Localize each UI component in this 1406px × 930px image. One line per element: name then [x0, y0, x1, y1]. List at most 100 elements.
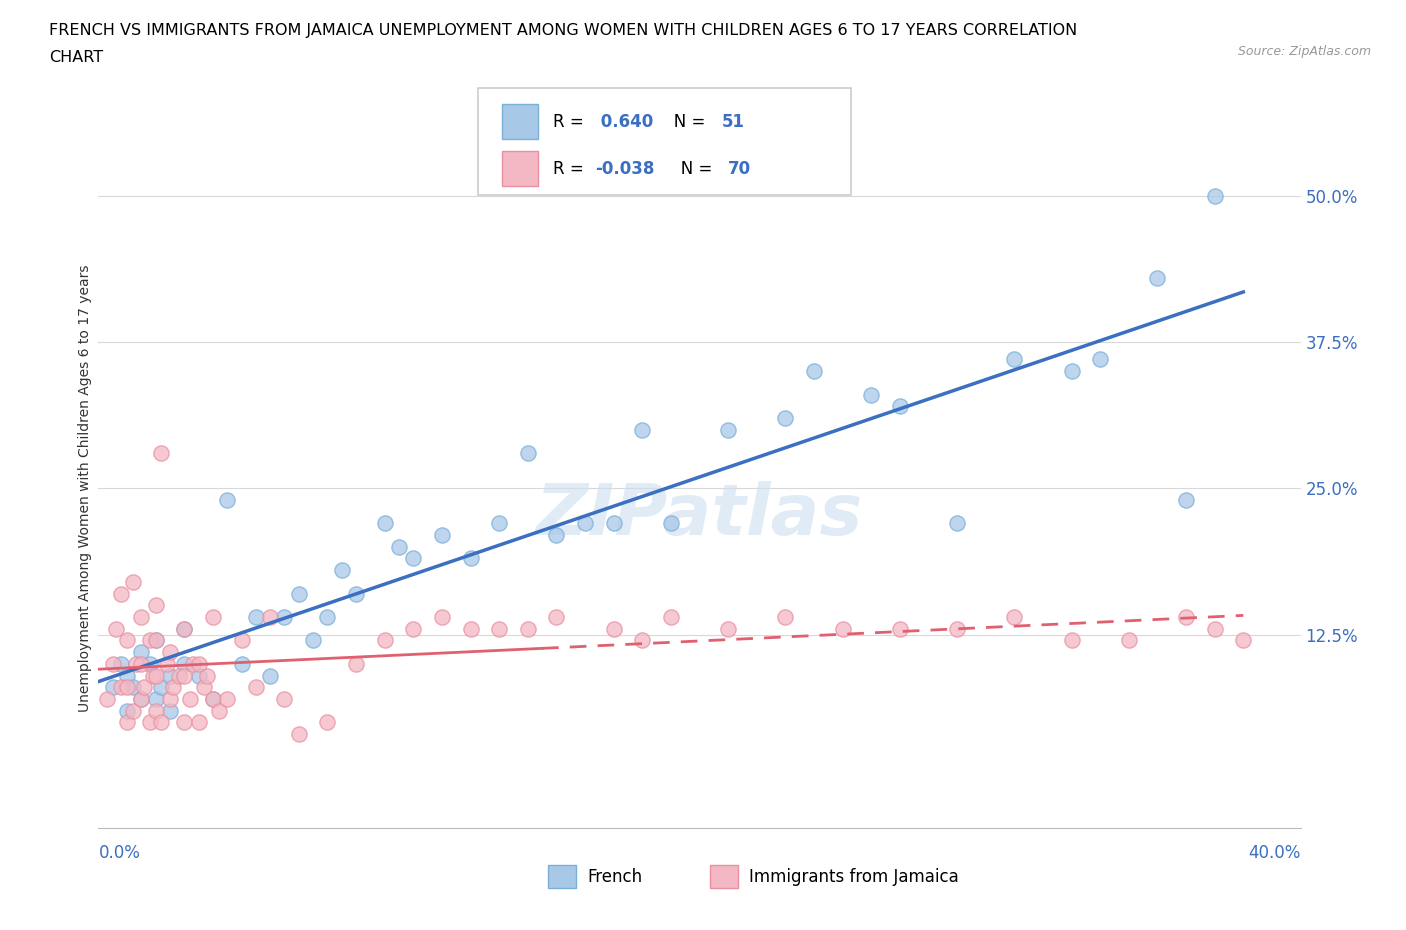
Point [145, 633, 167, 648]
Point [330, 563, 353, 578]
Point [259, 609, 281, 624]
Point [602, 621, 624, 636]
Text: Immigrants from Jamaica: Immigrants from Jamaica [749, 868, 959, 885]
Text: CHART: CHART [49, 50, 103, 65]
Point [193, 680, 215, 695]
Point [388, 539, 411, 554]
Point [173, 621, 195, 636]
Point [104, 621, 127, 636]
Text: 0.0%: 0.0% [98, 844, 141, 861]
Point [775, 410, 797, 425]
Point [156, 657, 179, 671]
Point [101, 680, 124, 695]
Text: French: French [588, 868, 643, 885]
Text: -0.038: -0.038 [595, 160, 654, 179]
Text: R =: R = [553, 113, 589, 131]
Point [159, 703, 181, 718]
Point [131, 644, 153, 659]
Point [131, 692, 153, 707]
Point [201, 692, 224, 707]
Point [273, 692, 295, 707]
Point [179, 692, 201, 707]
Point [110, 680, 132, 695]
Point [1002, 352, 1025, 367]
Text: 0.640: 0.640 [595, 113, 652, 131]
Point [145, 668, 167, 683]
Point [273, 609, 295, 624]
Point [1204, 188, 1226, 203]
Point [1146, 270, 1168, 285]
Point [1060, 633, 1083, 648]
Point [717, 621, 740, 636]
Point [115, 668, 138, 683]
Point [259, 668, 281, 683]
Point [775, 609, 797, 624]
Point [402, 621, 425, 636]
Point [159, 668, 181, 683]
Point [115, 680, 138, 695]
Point [302, 633, 325, 648]
Point [131, 692, 153, 707]
Point [430, 527, 453, 542]
Point [803, 364, 825, 379]
Point [1175, 493, 1198, 508]
Point [145, 633, 167, 648]
Point [134, 680, 156, 695]
Point [245, 609, 267, 624]
Point [231, 633, 253, 648]
Point [173, 621, 195, 636]
Text: R =: R = [553, 160, 589, 179]
Point [195, 668, 218, 683]
Point [217, 692, 239, 707]
Point [142, 668, 165, 683]
Point [159, 644, 181, 659]
Point [150, 445, 173, 460]
Point [488, 621, 510, 636]
Point [860, 387, 883, 402]
Point [717, 422, 740, 437]
Point [150, 715, 173, 730]
Point [217, 493, 239, 508]
Point [546, 609, 568, 624]
Point [1088, 352, 1111, 367]
Point [288, 586, 311, 601]
Point [460, 621, 482, 636]
Point [374, 633, 396, 648]
Point [344, 586, 367, 601]
Text: 51: 51 [721, 113, 744, 131]
Point [124, 657, 146, 671]
Point [115, 715, 138, 730]
Point [115, 633, 138, 648]
Point [245, 680, 267, 695]
Point [1204, 621, 1226, 636]
Point [1232, 633, 1254, 648]
Point [110, 657, 132, 671]
Point [288, 726, 311, 741]
Point [1060, 364, 1083, 379]
Text: FRENCH VS IMMIGRANTS FROM JAMAICA UNEMPLOYMENT AMONG WOMEN WITH CHILDREN AGES 6 : FRENCH VS IMMIGRANTS FROM JAMAICA UNEMPL… [49, 23, 1077, 38]
Point [173, 715, 195, 730]
Point [162, 680, 184, 695]
Point [121, 703, 143, 718]
Point [201, 692, 224, 707]
Point [1175, 609, 1198, 624]
Text: Source: ZipAtlas.com: Source: ZipAtlas.com [1237, 45, 1371, 58]
Point [344, 657, 367, 671]
Point [316, 715, 339, 730]
Point [150, 680, 173, 695]
Point [659, 516, 682, 531]
Point [131, 657, 153, 671]
Point [574, 516, 596, 531]
Point [208, 703, 231, 718]
Point [231, 657, 253, 671]
Point [121, 575, 143, 590]
Point [602, 516, 624, 531]
Point [946, 516, 969, 531]
Point [139, 633, 162, 648]
Point [659, 609, 682, 624]
Text: N =: N = [658, 113, 710, 131]
Point [187, 668, 209, 683]
Point [131, 609, 153, 624]
Point [139, 715, 162, 730]
Point [159, 692, 181, 707]
